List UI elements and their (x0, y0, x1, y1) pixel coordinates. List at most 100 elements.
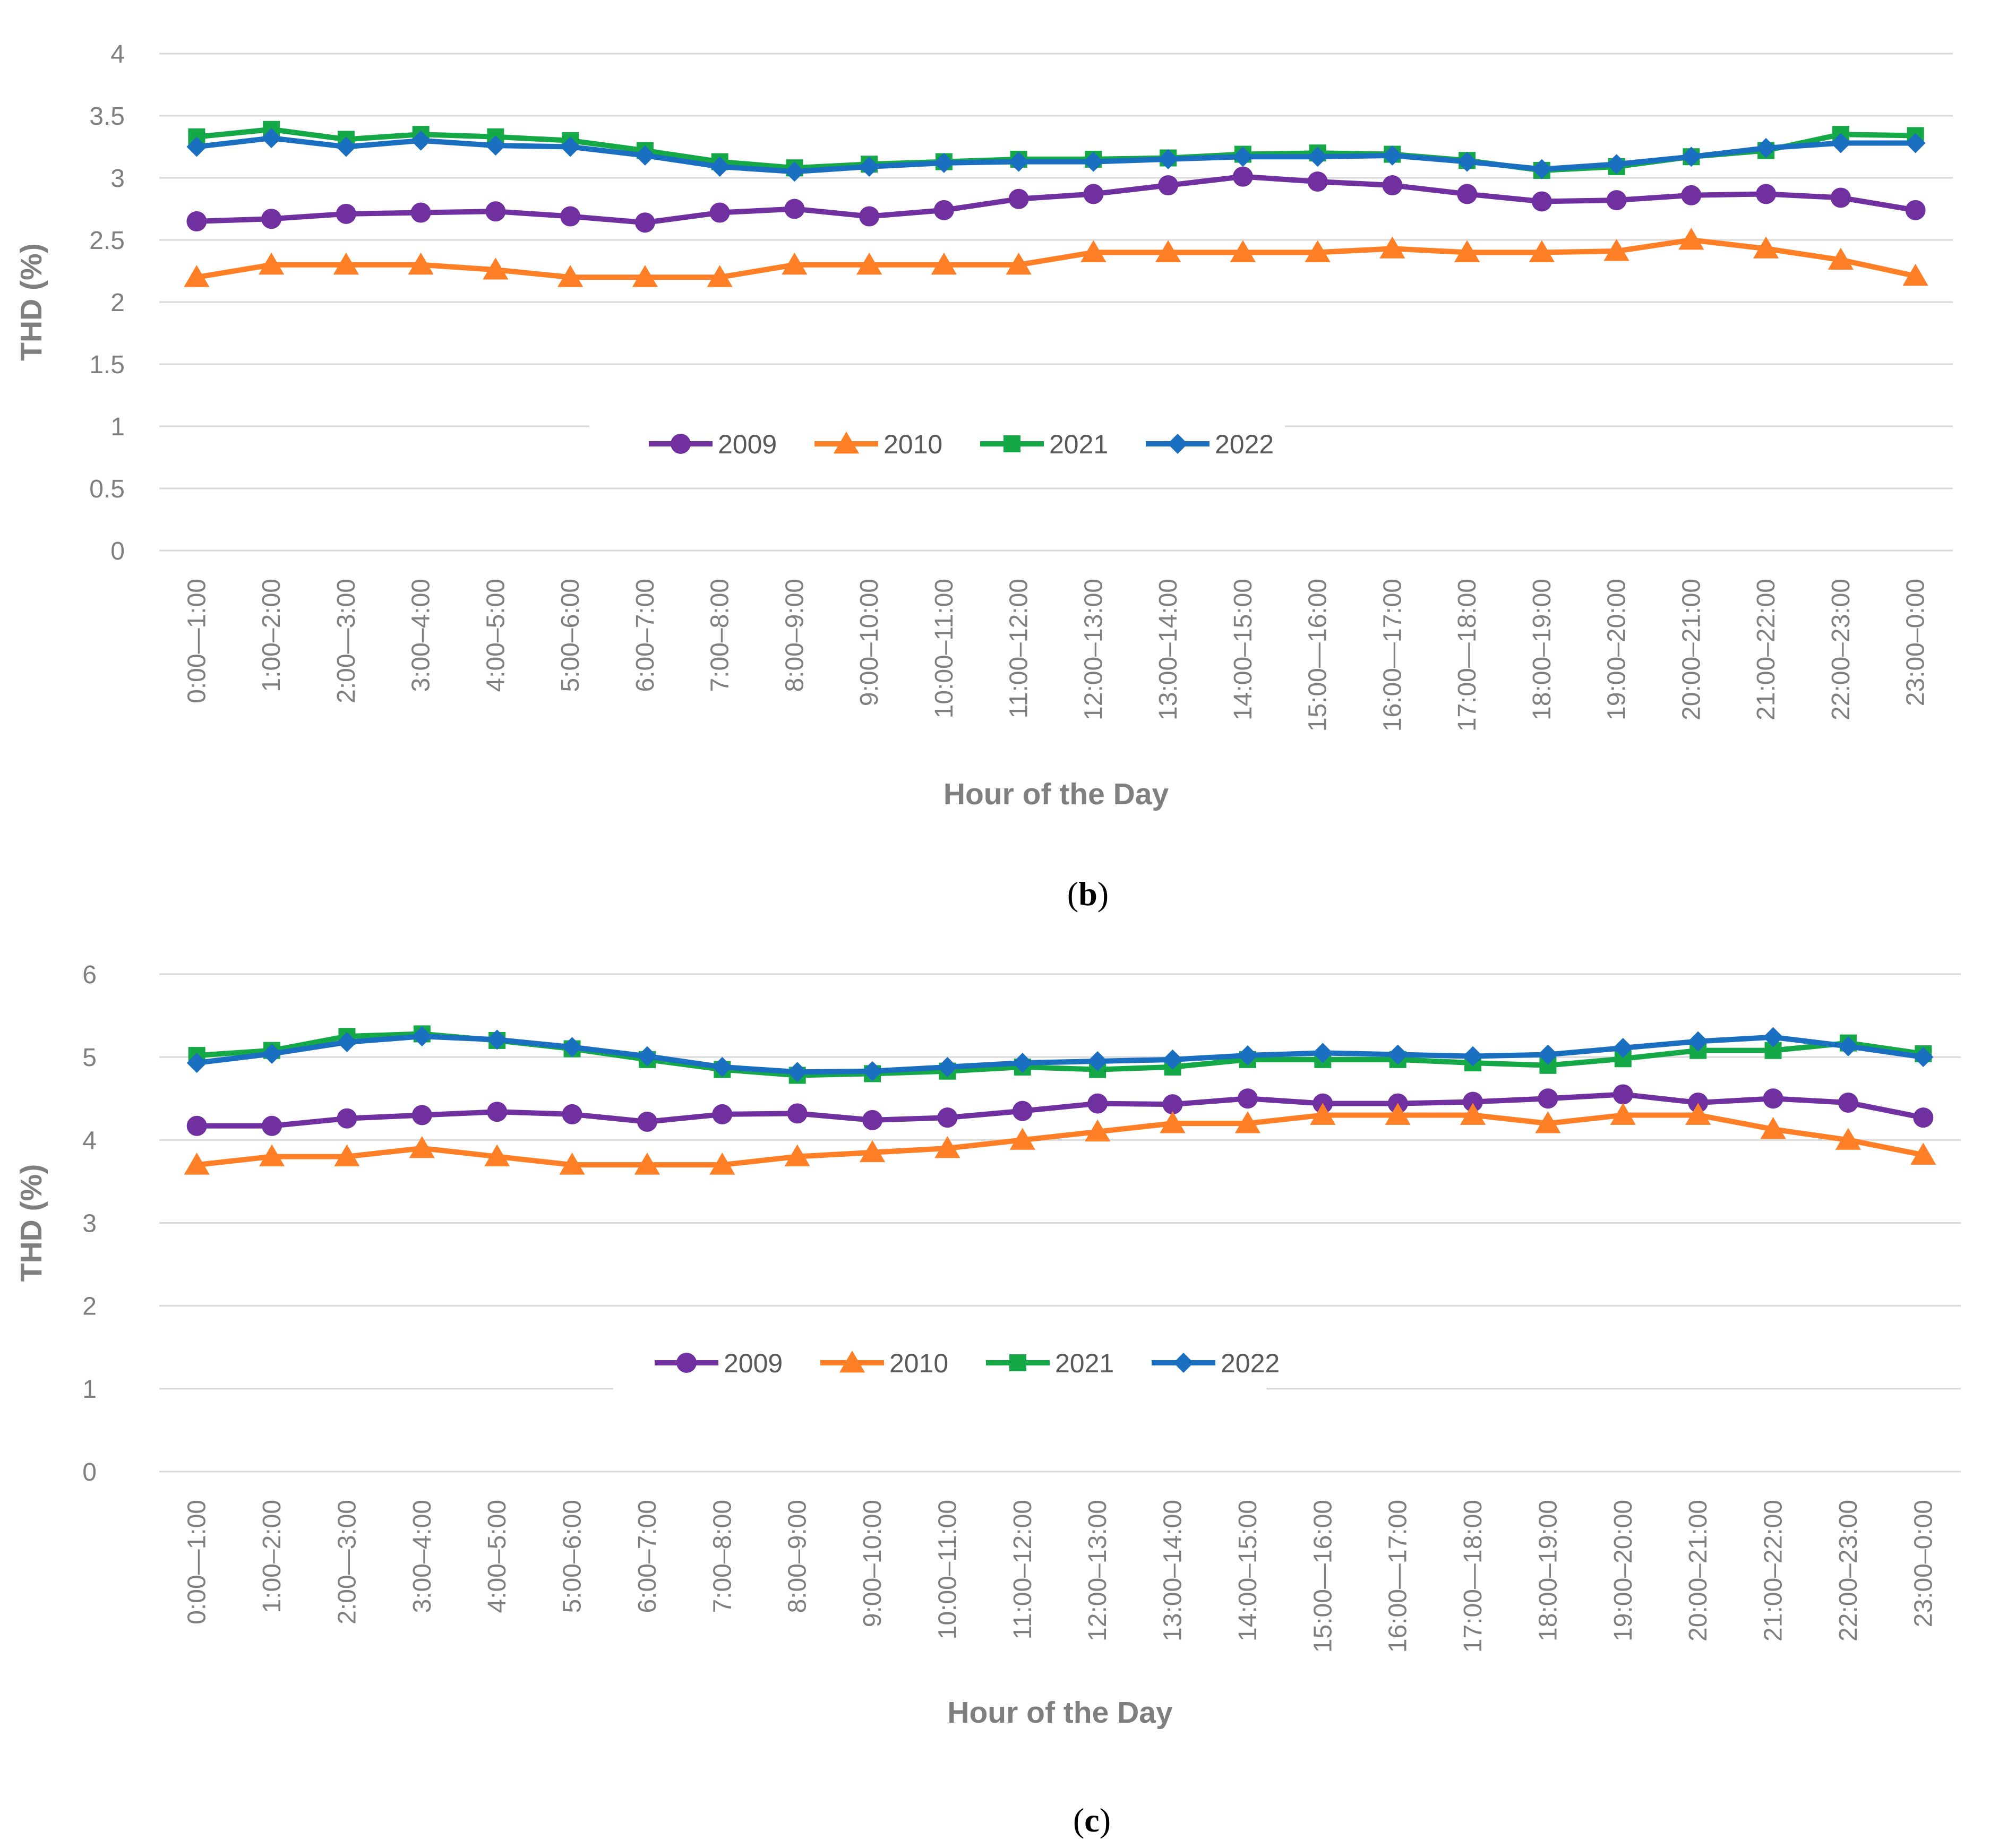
legend-entry-2010: 2010 (820, 1348, 948, 1378)
data-point-2009 (637, 1111, 657, 1132)
data-point-2010 (1603, 239, 1629, 261)
data-point-2022 (1162, 1049, 1183, 1070)
x-tick-label: 13:00–14:00 (1154, 579, 1182, 720)
data-point-2022 (262, 1043, 282, 1064)
x-tick-label: 4:00–5:00 (483, 1500, 511, 1613)
legend-entry-2010: 2010 (814, 429, 942, 459)
x-tick-label: 19:00–20:00 (1603, 579, 1631, 720)
y-tick-label: 5 (82, 1044, 97, 1072)
y-tick-label: 0 (82, 1458, 97, 1486)
data-point-2010 (408, 252, 434, 275)
legend-marker-2009 (676, 1353, 697, 1373)
data-point-2009 (712, 1104, 733, 1124)
data-point-2009 (1612, 1084, 1633, 1105)
data-point-2022 (1763, 1027, 1783, 1047)
data-point-2022 (1756, 137, 1777, 158)
data-point-2009 (1083, 184, 1104, 204)
legend-marker-2010 (839, 1351, 865, 1373)
data-point-2022 (1008, 151, 1029, 172)
data-point-2022 (1838, 1036, 1858, 1056)
data-point-2022 (485, 135, 506, 156)
data-point-2010 (1310, 1103, 1336, 1125)
data-point-2022 (1307, 147, 1328, 167)
data-point-2022 (933, 152, 954, 173)
series-2009 (186, 166, 1926, 233)
x-tick-label: 0:00—1:00 (183, 579, 211, 703)
data-point-2009 (862, 1110, 883, 1130)
data-point-2010 (1006, 252, 1032, 275)
series-2022 (186, 1026, 1934, 1082)
data-point-2009 (562, 1104, 582, 1124)
data-point-2022 (487, 1029, 508, 1050)
data-point-2009 (1232, 166, 1253, 187)
x-tick-label: 17:00—18:00 (1459, 1500, 1487, 1653)
legend-entry-2021: 2021 (986, 1348, 1114, 1378)
series-line-2010 (196, 1112, 1924, 1168)
data-point-2022 (1463, 1046, 1483, 1067)
data-point-2022 (709, 156, 730, 177)
legend-label: 2009 (724, 1348, 783, 1378)
data-point-2010 (934, 1136, 960, 1158)
data-point-2009 (784, 199, 805, 219)
series-2021 (188, 1025, 1932, 1084)
data-point-2010 (184, 1153, 210, 1175)
legend-label: 2022 (1215, 429, 1274, 459)
legend-label: 2022 (1221, 1348, 1280, 1378)
x-tick-label: 21:00–22:00 (1752, 579, 1780, 720)
y-tick-label: 2 (82, 1293, 97, 1321)
x-tick-label: 5:00–6:00 (559, 1500, 587, 1613)
y-tick-label: 4 (82, 1127, 97, 1155)
data-point-2022 (1688, 1031, 1709, 1052)
x-tick-label: 20:00–21:00 (1684, 1500, 1712, 1641)
data-point-2022 (862, 1061, 883, 1081)
data-point-2009 (1008, 188, 1029, 209)
legend: 2009 2010 2021 2022 (589, 409, 1285, 478)
x-tick-label: 12:00–13:00 (1079, 579, 1108, 720)
data-point-2010 (1902, 263, 1928, 286)
legend-marker-2010 (833, 432, 860, 454)
series-2010 (184, 228, 1928, 287)
data-point-2010 (632, 265, 658, 287)
y-tick-label: 2.5 (89, 227, 125, 255)
data-point-2009 (336, 203, 356, 224)
data-point-2010 (1760, 1117, 1786, 1139)
x-tick-label: 14:00–15:00 (1234, 1500, 1262, 1641)
x-tick-label: 1:00–2:00 (258, 579, 286, 692)
y-axis-title: THD (%) (14, 243, 48, 361)
figure-caption: (c) (1073, 1801, 1111, 1839)
data-point-2022 (1531, 159, 1552, 179)
data-point-2009 (1162, 1094, 1183, 1115)
legend-entry-2022: 2022 (1146, 429, 1274, 459)
x-tick-label: 23:00–0:00 (1902, 579, 1930, 706)
x-tick-label: 9:00–10:00 (855, 579, 884, 706)
data-point-2022 (1913, 1047, 1934, 1068)
data-point-2009 (1087, 1093, 1108, 1114)
data-point-2010 (1685, 1103, 1711, 1125)
data-point-2022 (859, 156, 880, 177)
data-point-2022 (261, 128, 282, 149)
data-point-2010 (1230, 240, 1256, 262)
data-point-2022 (1606, 154, 1627, 175)
x-tick-label: 16:00—17:00 (1378, 579, 1406, 732)
x-tick-label: 6:00–7:00 (631, 579, 659, 692)
x-tick-label: 7:00–8:00 (706, 579, 734, 692)
x-tick-label: 8:00–9:00 (784, 1500, 812, 1613)
data-point-2009 (410, 202, 431, 223)
data-point-2009 (1012, 1101, 1033, 1121)
legend-label: 2021 (1055, 1348, 1114, 1378)
y-tick-label: 2 (110, 289, 125, 317)
data-point-2022 (634, 145, 655, 166)
data-point-2022 (1158, 149, 1179, 169)
series-2010 (184, 1103, 1936, 1175)
y-tick-label: 0.5 (89, 475, 125, 503)
data-point-2010 (859, 1140, 886, 1163)
x-tick-label: 6:00–7:00 (633, 1500, 662, 1613)
y-tick-label: 1 (82, 1376, 97, 1404)
x-tick-label: 18:00–19:00 (1534, 1500, 1562, 1641)
data-point-2010 (634, 1153, 661, 1175)
data-point-2010 (1385, 1103, 1411, 1125)
data-point-2010 (409, 1136, 435, 1158)
x-tick-label: 15:00—16:00 (1304, 579, 1332, 732)
x-tick-label: 2:00—3:00 (333, 1500, 361, 1624)
data-point-2009 (1158, 175, 1179, 196)
